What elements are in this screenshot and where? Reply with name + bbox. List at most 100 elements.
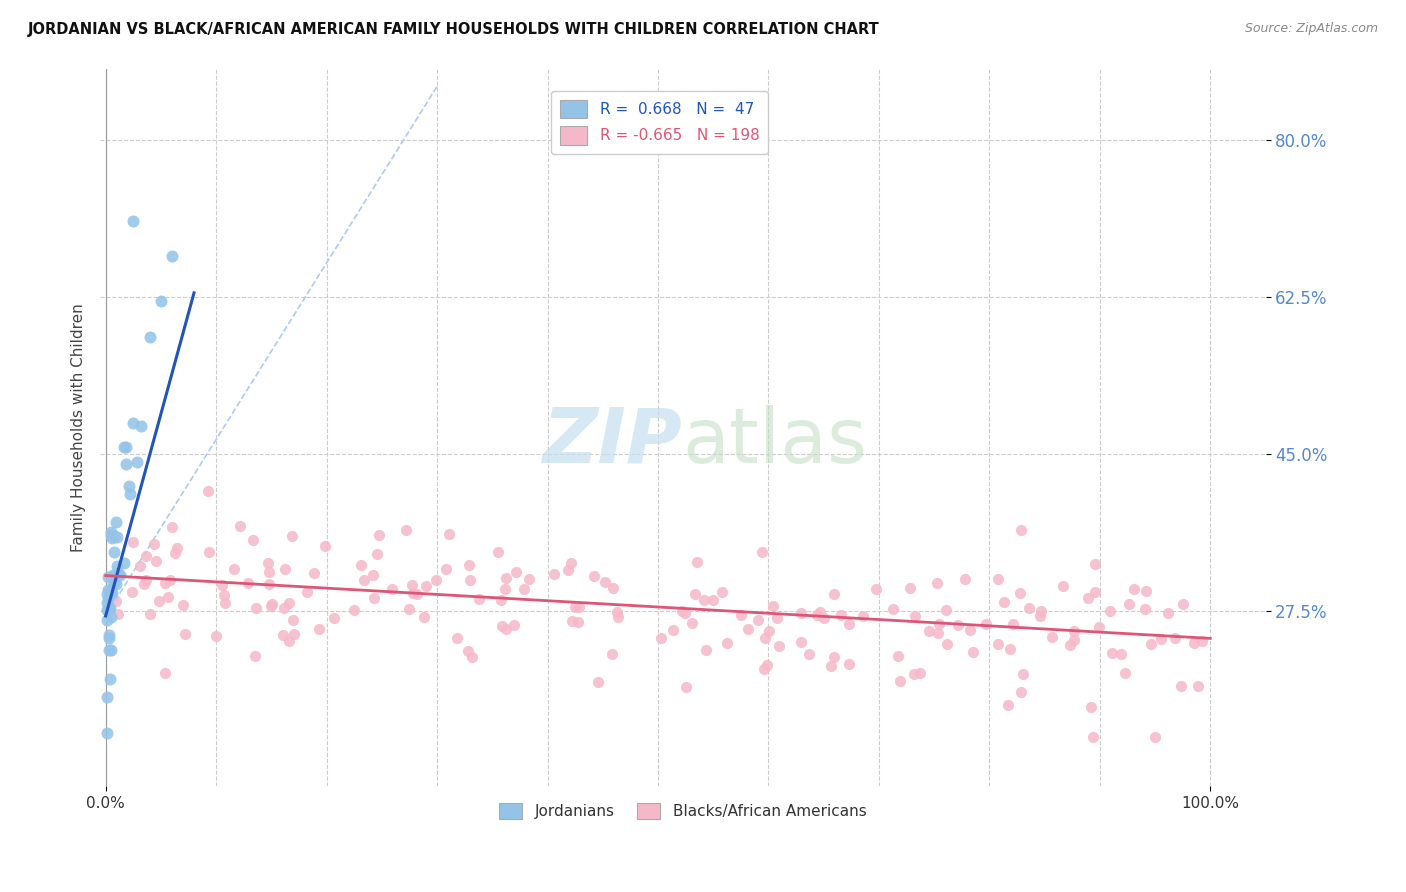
Point: [242, 533, 264, 547]
Point: [122, 535, 145, 549]
Point: [121, 584, 143, 599]
Point: [1042, 630, 1064, 644]
Point: [752, 662, 775, 676]
Point: [98, 600, 121, 615]
Point: [214, 596, 236, 610]
Point: [755, 657, 778, 672]
Point: [935, 603, 957, 617]
Point: [935, 636, 957, 650]
Point: [367, 527, 389, 541]
Point: [671, 604, 693, 618]
Point: [96, 587, 118, 601]
Point: [461, 649, 484, 664]
Point: [1135, 584, 1157, 599]
Point: [135, 549, 157, 563]
Point: [129, 559, 152, 574]
Point: [107, 607, 129, 621]
Point: [766, 611, 789, 625]
Point: [1088, 620, 1111, 634]
Point: [139, 607, 162, 622]
Point: [1028, 608, 1050, 623]
Point: [693, 593, 716, 607]
Point: [363, 591, 385, 605]
Point: [1171, 597, 1194, 611]
Point: [101, 586, 124, 600]
Point: [593, 575, 616, 590]
Point: [160, 248, 183, 262]
Point: [568, 599, 591, 614]
Point: [457, 644, 479, 658]
Point: [401, 578, 423, 592]
Point: [1083, 730, 1105, 744]
Point: [425, 573, 447, 587]
Point: [1031, 604, 1053, 618]
Point: [918, 624, 941, 638]
Point: [710, 585, 733, 599]
Point: [229, 519, 252, 533]
Point: [402, 586, 425, 600]
Point: [606, 609, 628, 624]
Point: [820, 659, 842, 673]
Point: [1099, 604, 1122, 618]
Point: [260, 599, 283, 613]
Point: [238, 576, 260, 591]
Point: [129, 418, 152, 433]
Point: [838, 657, 860, 671]
Point: [98, 628, 121, 642]
Point: [1144, 730, 1167, 744]
Point: [751, 545, 773, 559]
Point: [112, 440, 135, 454]
Point: [1182, 636, 1205, 650]
Point: [702, 592, 724, 607]
Point: [273, 627, 295, 641]
Point: [98, 602, 121, 616]
Point: [104, 577, 127, 591]
Point: [1133, 601, 1156, 615]
Point: [1059, 638, 1081, 652]
Point: [343, 603, 366, 617]
Point: [806, 607, 828, 622]
Point: [108, 567, 131, 582]
Point: [1052, 579, 1074, 593]
Point: [458, 573, 481, 587]
Point: [716, 636, 738, 650]
Point: [153, 576, 176, 591]
Point: [602, 581, 624, 595]
Point: [747, 613, 769, 627]
Point: [1012, 666, 1035, 681]
Point: [1084, 558, 1107, 572]
Point: [366, 547, 388, 561]
Point: [283, 627, 305, 641]
Point: [104, 594, 127, 608]
Point: [830, 608, 852, 623]
Point: [162, 520, 184, 534]
Point: [987, 637, 1010, 651]
Point: [586, 674, 609, 689]
Point: [406, 587, 429, 601]
Point: [928, 616, 950, 631]
Point: [946, 618, 969, 632]
Point: [415, 579, 437, 593]
Point: [1018, 601, 1040, 615]
Point: [103, 575, 125, 590]
Point: [865, 582, 887, 596]
Point: [308, 622, 330, 636]
Point: [1000, 642, 1022, 657]
Point: [495, 622, 517, 636]
Point: [486, 545, 509, 559]
Point: [100, 532, 122, 546]
Point: [212, 588, 235, 602]
Point: [567, 615, 589, 630]
Point: [1140, 637, 1163, 651]
Point: [260, 598, 283, 612]
Point: [993, 595, 1015, 609]
Point: [1084, 585, 1107, 599]
Point: [889, 673, 911, 688]
Point: [139, 330, 162, 344]
Point: [145, 554, 167, 568]
Point: [107, 566, 129, 581]
Point: [673, 606, 696, 620]
Point: [224, 562, 246, 576]
Point: [457, 558, 479, 572]
Point: [172, 599, 194, 613]
